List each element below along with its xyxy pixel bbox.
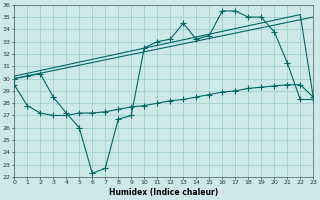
X-axis label: Humidex (Indice chaleur): Humidex (Indice chaleur): [109, 188, 218, 197]
